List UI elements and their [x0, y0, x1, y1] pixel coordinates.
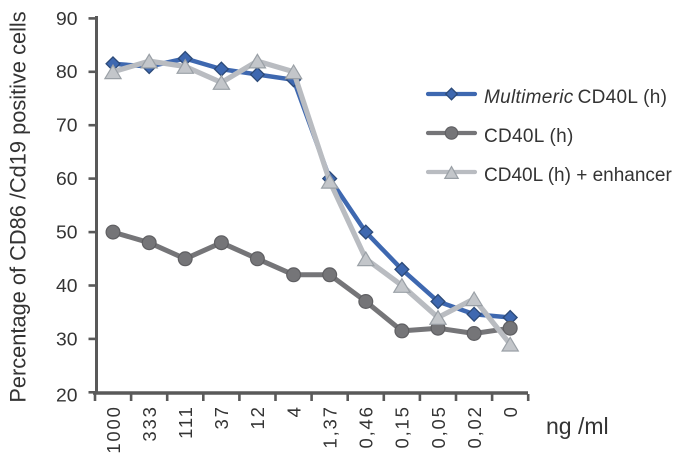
- svg-text:Percentage of CD86 /Cd19 posit: Percentage of CD86 /Cd19 positive cells: [6, 11, 31, 402]
- svg-text:CD40L (h): CD40L (h): [484, 126, 574, 147]
- svg-text:0,02: 0,02: [464, 405, 485, 448]
- svg-text:60: 60: [56, 169, 78, 189]
- svg-text:1,37: 1,37: [320, 405, 341, 448]
- svg-text:ng /ml: ng /ml: [546, 413, 609, 439]
- svg-text:40: 40: [56, 276, 78, 296]
- svg-text:111: 111: [175, 405, 196, 439]
- svg-text:0,46: 0,46: [356, 405, 377, 448]
- svg-text:0: 0: [500, 405, 521, 417]
- svg-text:333: 333: [139, 405, 160, 441]
- svg-text:12: 12: [247, 405, 268, 429]
- svg-text:20: 20: [56, 386, 78, 406]
- svg-text:30: 30: [56, 329, 78, 349]
- svg-text:90: 90: [56, 9, 78, 29]
- svg-text:0,15: 0,15: [392, 405, 413, 448]
- svg-text:80: 80: [56, 62, 78, 82]
- svg-text:4: 4: [283, 405, 304, 417]
- svg-text:CD40L (h) + enhancer: CD40L (h) + enhancer: [484, 165, 672, 186]
- svg-text:70: 70: [56, 116, 78, 136]
- svg-text:1000: 1000: [103, 405, 124, 453]
- svg-text:37: 37: [211, 405, 232, 429]
- svg-text:0,05: 0,05: [428, 405, 449, 448]
- svg-text:50: 50: [56, 223, 78, 243]
